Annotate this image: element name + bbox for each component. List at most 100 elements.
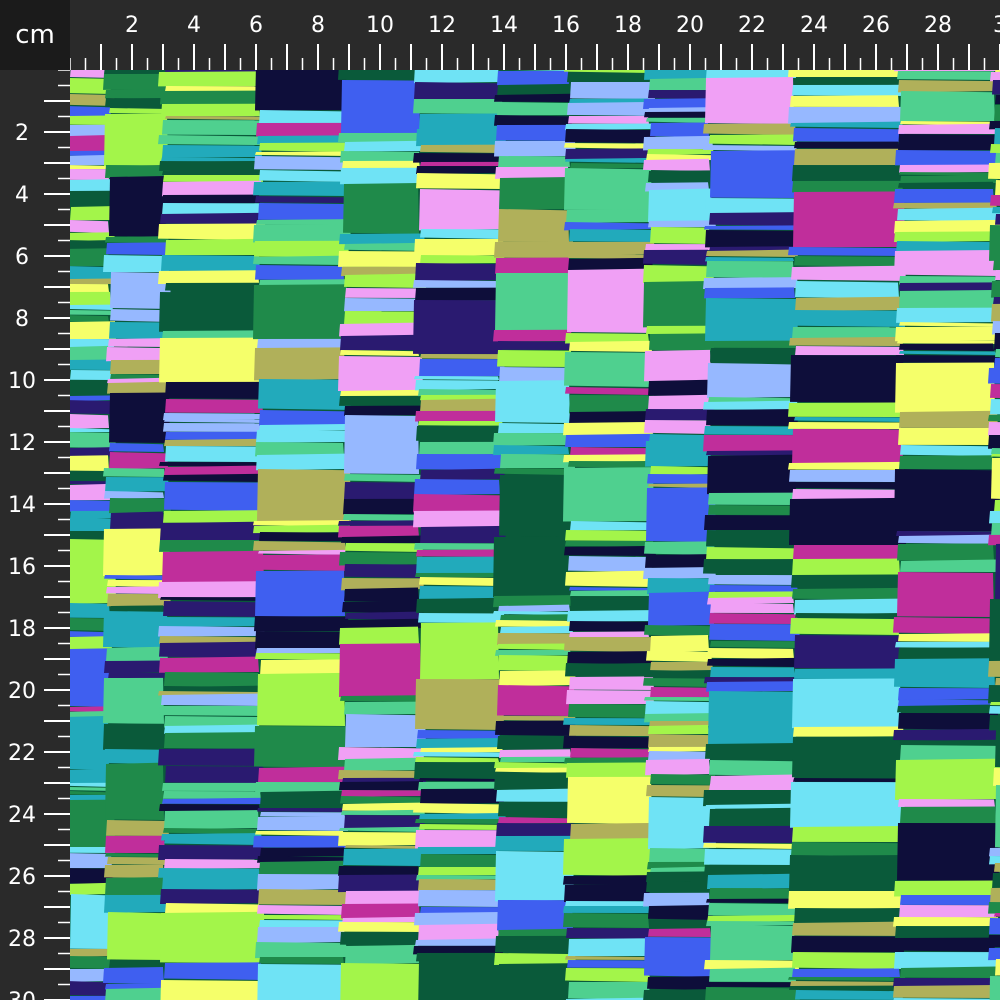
stripe [258, 549, 346, 555]
stripe [792, 952, 902, 969]
stripe [107, 580, 169, 587]
stripe [160, 597, 262, 601]
stripe [706, 249, 798, 257]
fabric-print-swatch [70, 70, 1000, 1000]
ruler-label: 28 [8, 927, 36, 952]
stripe [568, 116, 649, 124]
stripe [564, 637, 653, 652]
stripe [158, 581, 263, 599]
stripe [644, 713, 710, 723]
stripe [104, 491, 164, 499]
stripe [341, 80, 420, 134]
stripe [564, 143, 654, 149]
stripe [498, 604, 570, 613]
stripe [253, 835, 346, 848]
stripe [648, 220, 716, 228]
stripe [645, 758, 710, 776]
stripe [165, 431, 265, 440]
stripe [70, 483, 111, 501]
stripe [710, 667, 795, 679]
stripe [339, 826, 425, 832]
ruler-label: 14 [8, 493, 36, 518]
stripe [104, 660, 164, 674]
stripe [105, 98, 166, 108]
stripe [109, 175, 166, 237]
stripe [162, 180, 262, 197]
stripe [161, 833, 262, 841]
stripe [162, 203, 265, 215]
stripe [417, 730, 500, 739]
stripe [648, 724, 709, 735]
stripe [565, 129, 656, 143]
stripe [338, 866, 419, 876]
stripe [995, 730, 1000, 768]
stripe [791, 842, 904, 856]
stripe [900, 966, 997, 978]
stripe [344, 415, 419, 474]
stripe [415, 572, 504, 578]
stripe [570, 748, 655, 758]
stripe [160, 90, 262, 105]
stripe [494, 141, 576, 157]
stripe [649, 848, 710, 863]
stripe [494, 953, 576, 965]
stripe [164, 482, 260, 511]
stripe [70, 315, 109, 322]
stripe [257, 338, 344, 350]
stripe [706, 70, 799, 79]
stripe [500, 756, 572, 763]
stripe [569, 587, 654, 591]
stripe [895, 362, 995, 413]
stripe [164, 859, 266, 869]
stripe [255, 942, 347, 959]
stripe [161, 693, 263, 706]
ruler-label: 18 [8, 617, 36, 642]
stripe [110, 272, 171, 309]
stripe [339, 781, 424, 791]
stripe [991, 448, 1000, 455]
stripe [253, 554, 347, 571]
stripe [994, 128, 1000, 145]
stripe [254, 616, 349, 632]
stripe [70, 853, 112, 869]
stripe [162, 782, 260, 791]
ruler-label: 24 [800, 13, 828, 38]
stripe [988, 422, 1000, 436]
stripe [344, 140, 424, 152]
stripe [158, 135, 260, 145]
stripe [648, 751, 710, 761]
stripe [416, 556, 502, 574]
stripe [413, 803, 502, 814]
stripe [705, 803, 800, 809]
stripe [107, 377, 167, 384]
stripe [163, 828, 259, 834]
stripe [164, 810, 259, 830]
stripe [569, 725, 650, 736]
stripe [650, 661, 713, 672]
stripe [159, 636, 263, 644]
stripe [893, 202, 997, 209]
stripe [792, 968, 900, 978]
stripe [893, 617, 1000, 634]
stripe [791, 265, 906, 281]
stripe [895, 355, 1000, 363]
stripe [989, 976, 1000, 1000]
stripe [108, 672, 169, 680]
stripe [709, 585, 798, 592]
stripe [564, 70, 652, 73]
stripe [706, 409, 798, 426]
stripe [110, 309, 171, 322]
stripe [413, 945, 503, 955]
stripe [563, 838, 653, 876]
stripe [789, 470, 904, 482]
stripe [158, 71, 263, 87]
stripe [900, 445, 997, 456]
stripe [105, 853, 168, 857]
stripe [340, 389, 425, 397]
stripe [420, 525, 506, 544]
stripe [165, 766, 264, 783]
stripe [104, 749, 164, 764]
stripe [70, 134, 114, 152]
stripe [345, 944, 419, 965]
stripe [158, 748, 266, 766]
